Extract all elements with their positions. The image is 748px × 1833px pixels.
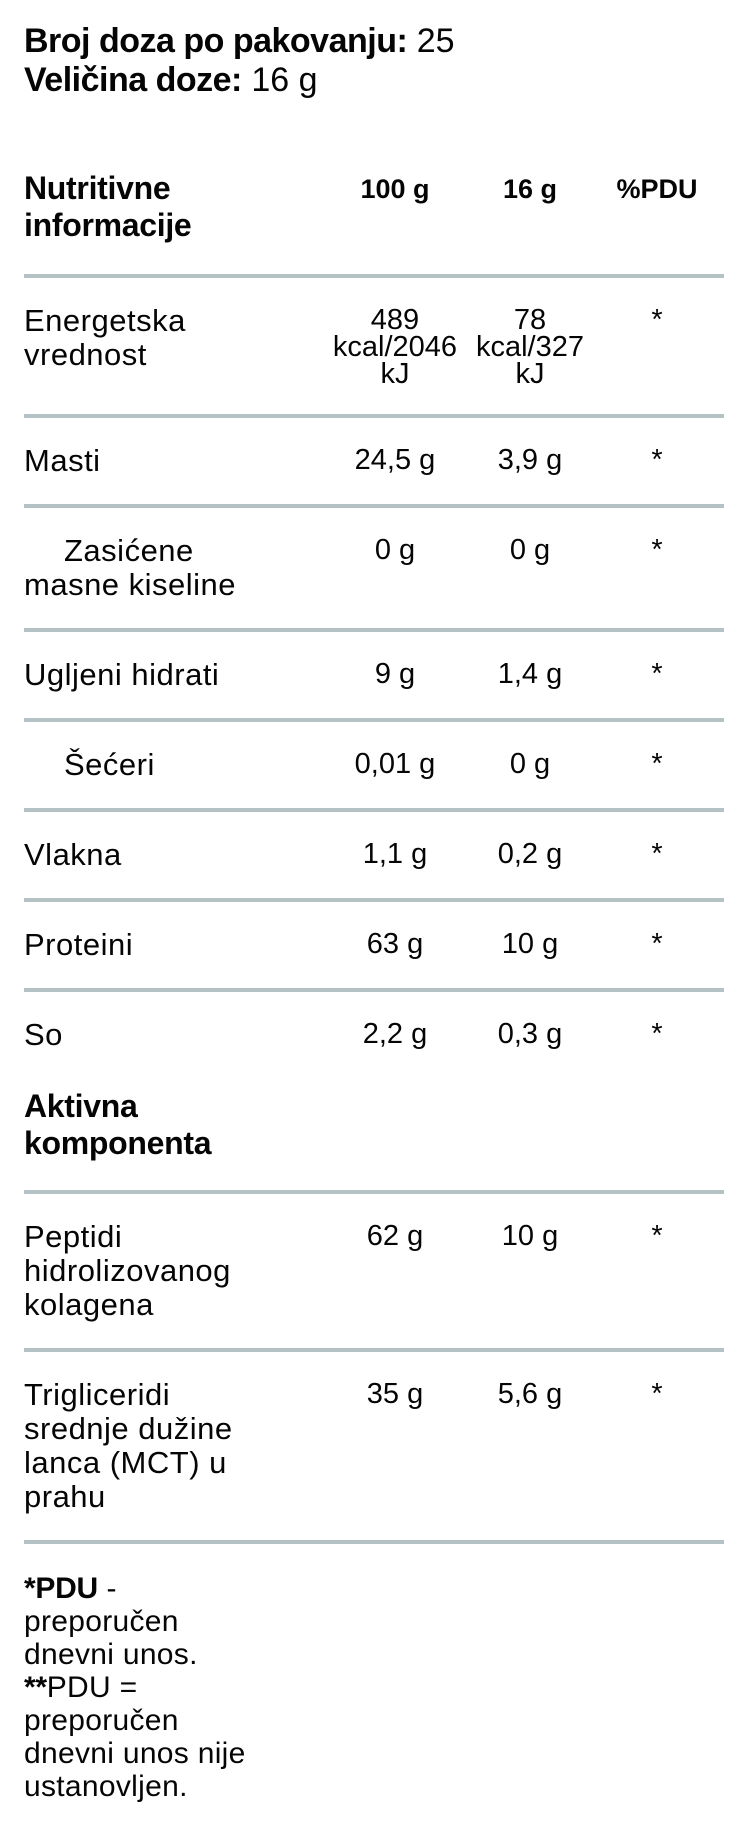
row-label: So xyxy=(24,1017,63,1052)
footnote-not-established-text: PDU = preporučen dnevni unos nije ustano… xyxy=(24,1671,246,1803)
column-header-16g: 16 g xyxy=(502,174,558,204)
value-16g: 0,3 g xyxy=(497,1018,563,1050)
pdu-value: * xyxy=(651,1018,663,1050)
row-label: Zasićene masne kiseline xyxy=(24,533,237,602)
table-title: Nutritivne informacije xyxy=(24,170,192,243)
table-row-fiber: Vlakna 1,1 g 0,2 g * xyxy=(24,812,724,902)
row-label: Peptidi hidrolizovanog kolagena xyxy=(24,1219,231,1322)
footnote-pdu-not-established: **PDU = preporučen dnevni unos nije usta… xyxy=(24,1671,724,1803)
value-16g: 1,4 g xyxy=(497,658,563,690)
table-row-collagen-peptides: Peptidi hidrolizovanog kolagena 62 g 10 … xyxy=(24,1194,724,1352)
value-16g: 0 g xyxy=(509,748,551,780)
value-100g: 62 g xyxy=(366,1220,424,1252)
pdu-value: * xyxy=(651,304,663,336)
section-title: Aktivna komponenta xyxy=(24,1088,212,1161)
value-16g: 3,9 g xyxy=(497,444,563,476)
serving-size-label: Veličina doze: xyxy=(24,61,242,99)
footnote-pdu-term: *PDU xyxy=(24,1572,98,1605)
serving-size-value: 16 g xyxy=(251,61,318,99)
pdu-value: * xyxy=(651,1220,663,1252)
row-label: Vlakna xyxy=(24,837,122,872)
value-100g: 0,01 g xyxy=(354,748,436,780)
section-heading-active-component: Aktivna komponenta xyxy=(24,1088,724,1194)
table-row-carbohydrates: Ugljeni hidrati 9 g 1,4 g * xyxy=(24,632,724,722)
table-row-fat: Masti 24,5 g 3,9 g * xyxy=(24,418,724,508)
value-100g: 24,5 g xyxy=(354,444,436,476)
column-header-100g: 100 g xyxy=(360,174,430,204)
row-label: Energetska vrednost xyxy=(24,303,186,372)
value-100g: 1,1 g xyxy=(362,838,428,870)
serving-count-line: Broj doza po pakovanju: 25 xyxy=(24,22,724,61)
value-100g: 489 kcal/2046 kJ xyxy=(332,304,458,390)
table-row-energy: Energetska vrednost 489 kcal/2046 kJ 78 … xyxy=(24,278,724,418)
row-label: Masti xyxy=(24,443,101,478)
pdu-value: * xyxy=(651,838,663,870)
row-label: Šećeri xyxy=(64,747,155,782)
footnotes: *PDU - preporučen dnevni unos. **PDU = p… xyxy=(24,1572,724,1833)
pdu-value: * xyxy=(651,1378,663,1410)
footnote-pdu-definition: *PDU - preporučen dnevni unos. xyxy=(24,1572,724,1671)
column-header-pdu: %PDU xyxy=(616,174,698,204)
value-100g: 35 g xyxy=(366,1378,424,1410)
serving-count-value: 25 xyxy=(416,22,455,60)
serving-size-line: Veličina doze: 16 g xyxy=(24,61,724,100)
value-100g: 9 g xyxy=(374,658,416,690)
row-label: Trigliceridi srednje dužine lanca (MCT) … xyxy=(24,1377,233,1514)
table-row-protein: Proteini 63 g 10 g * xyxy=(24,902,724,992)
row-label: Proteini xyxy=(24,927,134,962)
table-row-mct-triglycerides: Trigliceridi srednje dužine lanca (MCT) … xyxy=(24,1352,724,1544)
value-16g: 10 g xyxy=(501,928,559,960)
value-16g: 0,2 g xyxy=(497,838,563,870)
value-16g: 78 kcal/327 kJ xyxy=(475,304,584,390)
pdu-value: * xyxy=(651,658,663,690)
pdu-value: * xyxy=(651,534,663,566)
pdu-value: * xyxy=(651,444,663,476)
serving-count-label: Broj doza po pakovanju: xyxy=(24,22,408,60)
table-row-sugars: Šećeri 0,01 g 0 g * xyxy=(24,722,724,812)
table-header-row: Nutritivne informacije 100 g 16 g %PDU xyxy=(24,170,724,278)
row-label: Ugljeni hidrati xyxy=(24,657,220,692)
value-100g: 63 g xyxy=(366,928,424,960)
value-100g: 0 g xyxy=(374,534,416,566)
pdu-value: * xyxy=(651,748,663,780)
pdu-value: * xyxy=(651,928,663,960)
table-row-salt: So 2,2 g 0,3 g * xyxy=(24,992,724,1078)
footnote-pdu-text: - preporučen dnevni unos. xyxy=(24,1572,198,1671)
table-row-saturated-fat: Zasićene masne kiseline 0 g 0 g * xyxy=(24,508,724,632)
value-16g: 5,6 g xyxy=(497,1378,563,1410)
footnote-asterisks: ** xyxy=(24,1671,47,1704)
value-16g: 10 g xyxy=(501,1220,559,1252)
value-16g: 0 g xyxy=(509,534,551,566)
serving-info: Broj doza po pakovanju: 25 Veličina doze… xyxy=(24,22,724,100)
value-100g: 2,2 g xyxy=(362,1018,428,1050)
